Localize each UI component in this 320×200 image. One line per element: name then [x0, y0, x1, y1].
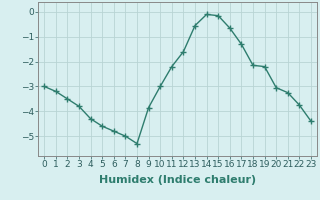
- X-axis label: Humidex (Indice chaleur): Humidex (Indice chaleur): [99, 175, 256, 185]
